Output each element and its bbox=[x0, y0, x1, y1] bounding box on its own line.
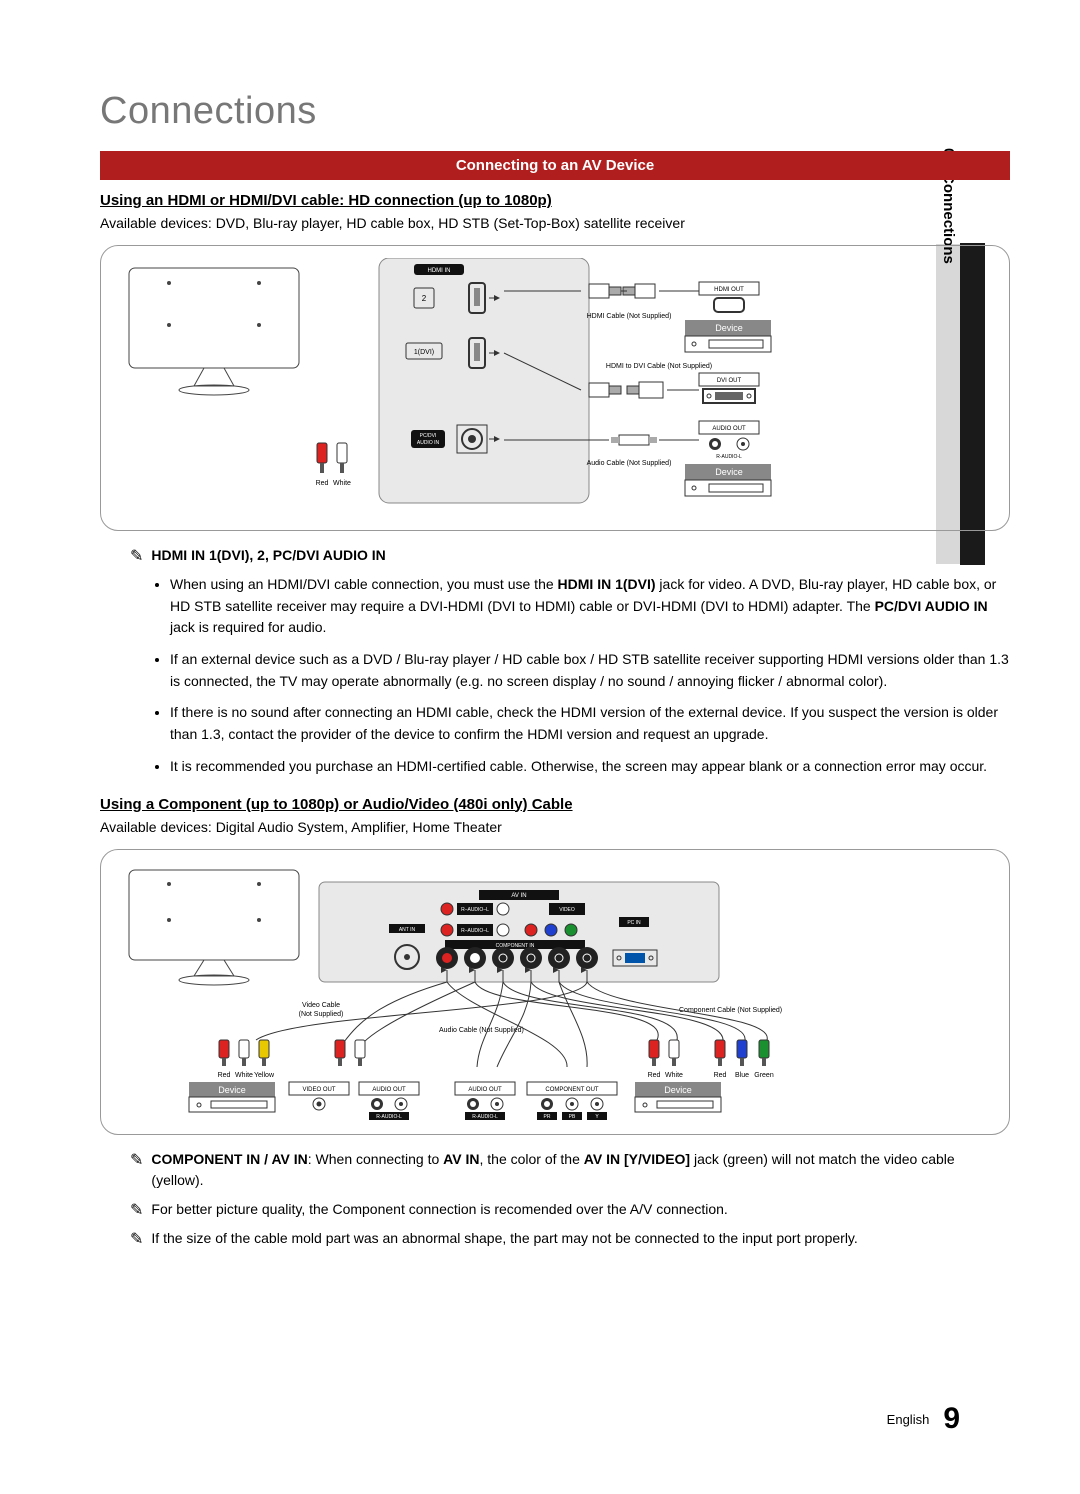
svg-text:Device: Device bbox=[218, 1085, 246, 1095]
svg-text:Video Cable: Video Cable bbox=[302, 1002, 340, 1009]
svg-text:Blue: Blue bbox=[735, 1072, 749, 1079]
svg-text:HDMI IN: HDMI IN bbox=[428, 268, 451, 274]
svg-text:Audio Cable (Not Supplied): Audio Cable (Not Supplied) bbox=[587, 460, 672, 467]
component-svg: AV IN R–AUDIO–L VIDEO R–AUDIO–L COMPONEN… bbox=[119, 862, 819, 1122]
svg-text:White: White bbox=[665, 1072, 683, 1079]
svg-text:AUDIO OUT: AUDIO OUT bbox=[468, 1087, 502, 1093]
svg-text:Device: Device bbox=[715, 323, 743, 333]
svg-text:PC IN: PC IN bbox=[627, 920, 641, 926]
note-body: For better picture quality, the Componen… bbox=[151, 1199, 727, 1220]
svg-text:AV IN: AV IN bbox=[511, 893, 526, 899]
chapter-title: Connections bbox=[100, 90, 1010, 133]
svg-text:Red: Red bbox=[714, 1072, 727, 1079]
svg-text:R-AUDIO-L: R-AUDIO-L bbox=[716, 454, 742, 460]
hdmi-avail: Available devices: DVD, Blu-ray player, … bbox=[100, 215, 1010, 231]
note-icon: ✎ bbox=[130, 546, 143, 566]
svg-text:AUDIO IN: AUDIO IN bbox=[417, 440, 440, 446]
svg-text:Red: Red bbox=[648, 1072, 661, 1079]
svg-text:R-AUDIO-L: R-AUDIO-L bbox=[472, 1114, 498, 1120]
svg-text:White: White bbox=[333, 480, 351, 487]
svg-text:Audio Cable (Not Supplied): Audio Cable (Not Supplied) bbox=[439, 1027, 524, 1034]
hdmi-note-heading-line: ✎ HDMI IN 1(DVI), 2, PC/DVI AUDIO IN bbox=[130, 545, 1010, 566]
bullet-item: If an external device such as a DVD / Bl… bbox=[170, 649, 1010, 692]
svg-text:Yellow: Yellow bbox=[254, 1072, 275, 1079]
svg-text:PR: PR bbox=[544, 1114, 551, 1120]
svg-text:HDMI OUT: HDMI OUT bbox=[714, 287, 744, 293]
svg-text:VIDEO: VIDEO bbox=[559, 907, 575, 913]
svg-text:White: White bbox=[235, 1072, 253, 1079]
svg-text:PB: PB bbox=[569, 1114, 576, 1120]
hdmi-subheading: Using an HDMI or HDMI/DVI cable: HD conn… bbox=[100, 192, 1010, 209]
page-footer: English 9 bbox=[887, 1402, 960, 1436]
component-notes: ✎ COMPONENT IN / AV IN: When connecting t… bbox=[100, 1149, 1010, 1249]
svg-text:(Not Supplied): (Not Supplied) bbox=[299, 1011, 344, 1018]
bullet-item: It is recommended you purchase an HDMI-c… bbox=[170, 756, 1010, 778]
svg-text:HDMI to DVI Cable (Not Supplie: HDMI to DVI Cable (Not Supplied) bbox=[606, 363, 712, 370]
footer-page: 9 bbox=[943, 1402, 960, 1436]
note-icon: ✎ bbox=[130, 1200, 143, 1220]
note-line: ✎ For better picture quality, the Compone… bbox=[130, 1199, 1010, 1220]
svg-text:DVI OUT: DVI OUT bbox=[717, 378, 742, 384]
footer-lang: English bbox=[887, 1412, 930, 1427]
note-icon: ✎ bbox=[130, 1229, 143, 1249]
svg-text:Green: Green bbox=[754, 1072, 774, 1079]
svg-text:2: 2 bbox=[422, 294, 427, 303]
note-icon: ✎ bbox=[130, 1150, 143, 1170]
note-body: COMPONENT IN / AV IN: When connecting to… bbox=[151, 1149, 1010, 1191]
component-subheading: Using a Component (up to 1080p) or Audio… bbox=[100, 796, 1010, 813]
section-bar: Connecting to an AV Device bbox=[100, 151, 1010, 180]
svg-text:ANT IN: ANT IN bbox=[399, 927, 416, 933]
component-avail: Available devices: Digital Audio System,… bbox=[100, 819, 1010, 835]
bullet-item: When using an HDMI/DVI cable connection,… bbox=[170, 574, 1010, 639]
component-diagram: AV IN R–AUDIO–L VIDEO R–AUDIO–L COMPONEN… bbox=[100, 849, 1010, 1135]
svg-text:VIDEO OUT: VIDEO OUT bbox=[302, 1087, 335, 1093]
svg-text:Red: Red bbox=[316, 480, 329, 487]
hdmi-svg: HDMI IN 2 1(DVI) PC/DVI AUDIO IN bbox=[119, 258, 819, 518]
svg-text:AUDIO OUT: AUDIO OUT bbox=[372, 1087, 406, 1093]
svg-text:AUDIO OUT: AUDIO OUT bbox=[712, 426, 746, 432]
hdmi-diagram: HDMI IN 2 1(DVI) PC/DVI AUDIO IN bbox=[100, 245, 1010, 531]
svg-text:Red: Red bbox=[218, 1072, 231, 1079]
svg-text:HDMI Cable (Not Supplied): HDMI Cable (Not Supplied) bbox=[587, 313, 672, 320]
svg-text:Device: Device bbox=[715, 467, 743, 477]
svg-text:COMPONENT OUT: COMPONENT OUT bbox=[545, 1087, 599, 1093]
svg-text:R-AUDIO-L: R-AUDIO-L bbox=[376, 1114, 402, 1120]
bullet-item: If there is no sound after connecting an… bbox=[170, 702, 1010, 745]
hdmi-note-heading: HDMI IN 1(DVI), 2, PC/DVI AUDIO IN bbox=[151, 545, 385, 566]
svg-text:1(DVI): 1(DVI) bbox=[414, 349, 434, 356]
svg-text:R–AUDIO–L: R–AUDIO–L bbox=[461, 907, 489, 913]
svg-text:PC/DVI: PC/DVI bbox=[420, 433, 437, 439]
note-line: ✎ If the size of the cable mold part was … bbox=[130, 1228, 1010, 1249]
svg-text:Device: Device bbox=[664, 1085, 692, 1095]
hdmi-bullets: When using an HDMI/DVI cable connection,… bbox=[170, 574, 1010, 778]
note-line: ✎ COMPONENT IN / AV IN: When connecting t… bbox=[130, 1149, 1010, 1191]
svg-text:R–AUDIO–L: R–AUDIO–L bbox=[461, 928, 489, 934]
note-body: If the size of the cable mold part was a… bbox=[151, 1228, 857, 1249]
